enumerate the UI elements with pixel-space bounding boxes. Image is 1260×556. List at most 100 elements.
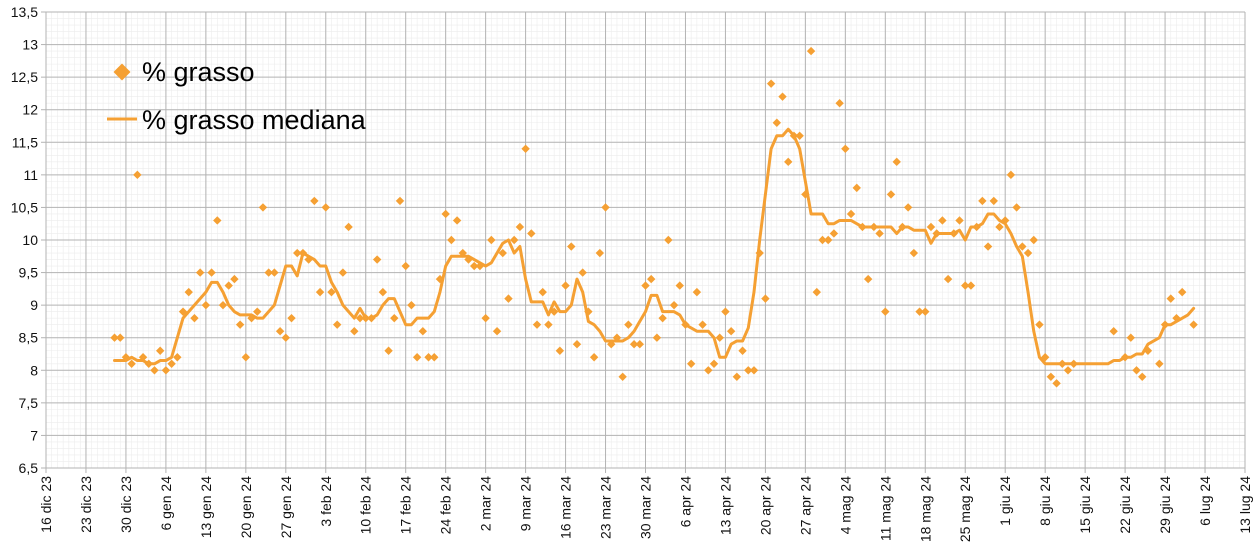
scatter-series [110,46,1198,388]
data-point [138,353,148,362]
data-point [1132,366,1141,375]
data-point [384,346,393,355]
legend-item-line: % grasso mediana [107,105,367,135]
data-point [1040,353,1050,362]
data-point [972,222,981,232]
data-point [926,222,936,232]
data-point [949,229,959,238]
data-point [161,366,171,375]
data-point [732,372,742,381]
data-point [1001,216,1010,225]
data-point [235,320,245,329]
data-point [213,216,222,225]
x-tick-label: 11 mag 24 [877,476,893,541]
data-point [241,353,251,362]
data-point [178,307,188,316]
data-point [903,203,913,212]
data-point [1006,170,1016,180]
data-point [1063,366,1073,375]
data-point [167,359,176,368]
x-tick-label: 1 giu 24 [997,476,1013,526]
y-tick-label: 11,5 [12,134,38,150]
data-point [1069,359,1078,368]
data-point [749,366,759,375]
x-tick-label: 17 feb 24 [398,476,414,535]
x-tick-label: 15 giu 24 [1077,476,1093,534]
data-point [447,235,456,245]
data-point [841,144,850,153]
data-point [344,222,353,232]
data-point [521,144,530,153]
x-tick-label: 8 giu 24 [1037,476,1053,526]
data-point [561,281,570,290]
data-point [321,203,330,212]
data-point [686,359,696,368]
x-tick-label: 4 mag 24 [837,476,853,535]
x-tick-label: 27 gen 24 [278,476,294,538]
data-point [738,346,747,355]
data-point [458,248,467,258]
data-point [218,300,228,310]
data-point [784,157,793,167]
data-point [116,333,125,342]
y-tick-label: 12 [22,102,38,118]
data-point [806,46,816,56]
legend-diamond-marker [113,63,131,81]
data-point [1109,327,1118,336]
data-point [173,353,182,362]
y-tick-label: 11 [23,167,38,183]
data-point [1046,372,1056,381]
data-point [601,203,610,212]
x-tick-label: 30 mar 24 [638,476,654,539]
data-point [452,216,462,225]
x-tick-label: 25 mag 24 [957,476,973,542]
data-point [407,300,416,310]
x-tick-label: 29 giu 24 [1157,476,1173,534]
data-point [464,255,473,264]
data-point [207,268,216,277]
data-point [726,327,736,336]
data-point [424,353,433,362]
y-axis: 6,5 7 7,5 8 8,5 9 9,5 10 10,5 11 11,5 12 12,5 13 13,5 [11,4,46,476]
data-point [1012,203,1021,212]
data-point [1126,333,1136,342]
data-point [915,307,924,316]
data-point [578,268,587,277]
data-point [881,307,890,316]
y-tick-label: 12,5 [11,69,38,85]
data-point [647,274,656,284]
data-point [264,268,273,277]
data-point [338,268,348,277]
data-point [190,313,199,323]
legend-item-scatter: % grasso [113,57,255,87]
data-point [629,340,639,349]
data-point [121,353,131,362]
data-point [230,274,239,284]
data-point [1172,313,1181,323]
data-point [487,235,496,245]
data-point [435,274,445,284]
data-point [624,320,633,329]
x-tick-label: 27 apr 24 [797,476,813,535]
x-axis: 16 dic 23 23 dic 23 30 dic 23 6 gen 24 13 ge… [38,476,1253,542]
data-point [555,346,565,355]
data-point [481,313,490,323]
data-point [744,366,753,375]
x-tick-label: 24 feb 24 [438,476,454,535]
data-point [795,131,804,140]
x-tick-label: 9 mar 24 [518,476,534,531]
data-point [658,313,667,323]
data-point [361,313,370,323]
data-point [652,333,662,342]
x-tick-label: 16 dic 23 [38,476,54,533]
y-tick-label: 10,5 [11,199,38,215]
data-point [315,287,325,297]
data-point [755,248,764,258]
data-point [184,287,193,297]
data-point [1035,320,1044,329]
data-point [470,261,479,271]
y-tick-label: 13,5 [11,4,38,20]
data-point [310,196,319,206]
data-point [1058,359,1067,368]
